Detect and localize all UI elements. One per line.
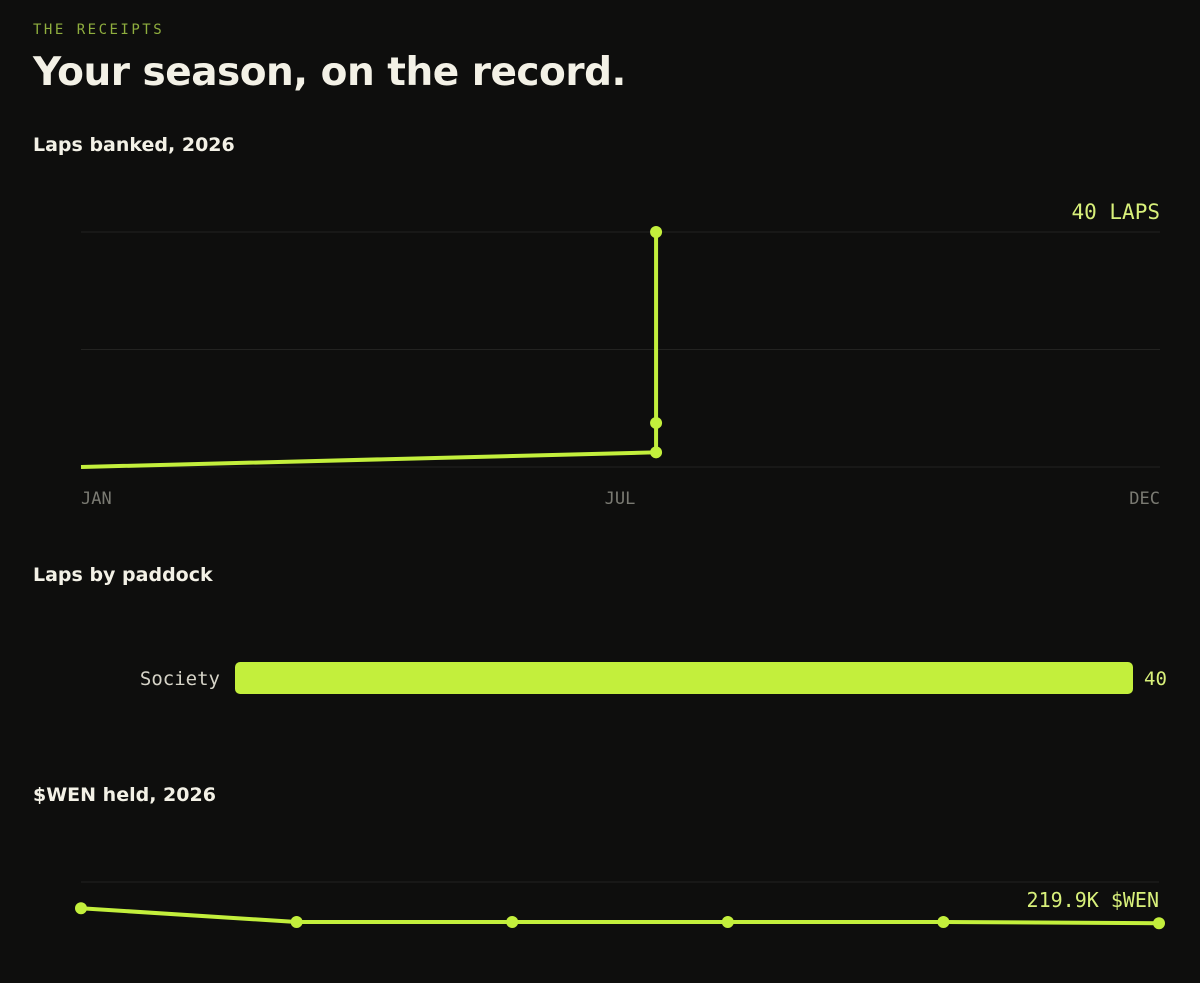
wen-data-point [1153,917,1165,930]
page-title: Your season, on the record. [33,50,626,95]
x-tick-label: DEC [1129,489,1160,509]
bar-category-label: Society [140,668,220,690]
wen-data-point [506,916,519,928]
paddock-bar-chart: Society 40 [140,662,1167,694]
eyebrow: THE RECEIPTS [33,22,165,38]
laps-line-chart: 40 LAPS JAN JUL DEC [80,200,1160,509]
wen-data-point [937,916,950,928]
bar-value-label: 40 [1144,668,1167,690]
laps-data-point [650,416,663,429]
wen-data-point [75,902,87,915]
wen-data-point [721,916,734,928]
laps-end-label: 40 LAPS [1071,200,1160,224]
x-tick-label: JAN [81,489,112,509]
wen-chart-title: $WEN held, 2026 [33,784,216,806]
wen-end-label: 219.9K $WEN [1027,888,1159,912]
paddock-chart-title: Laps by paddock [33,564,213,586]
wen-data-point [290,916,303,928]
x-tick-label: JUL [605,489,636,509]
laps-data-point [650,446,663,459]
laps-chart-title: Laps banked, 2026 [33,134,235,156]
wen-line-chart: 219.9K $WEN [75,881,1165,930]
laps-data-point [650,226,663,238]
paddock-bar [235,662,1133,694]
wen-series-line [80,906,1160,926]
